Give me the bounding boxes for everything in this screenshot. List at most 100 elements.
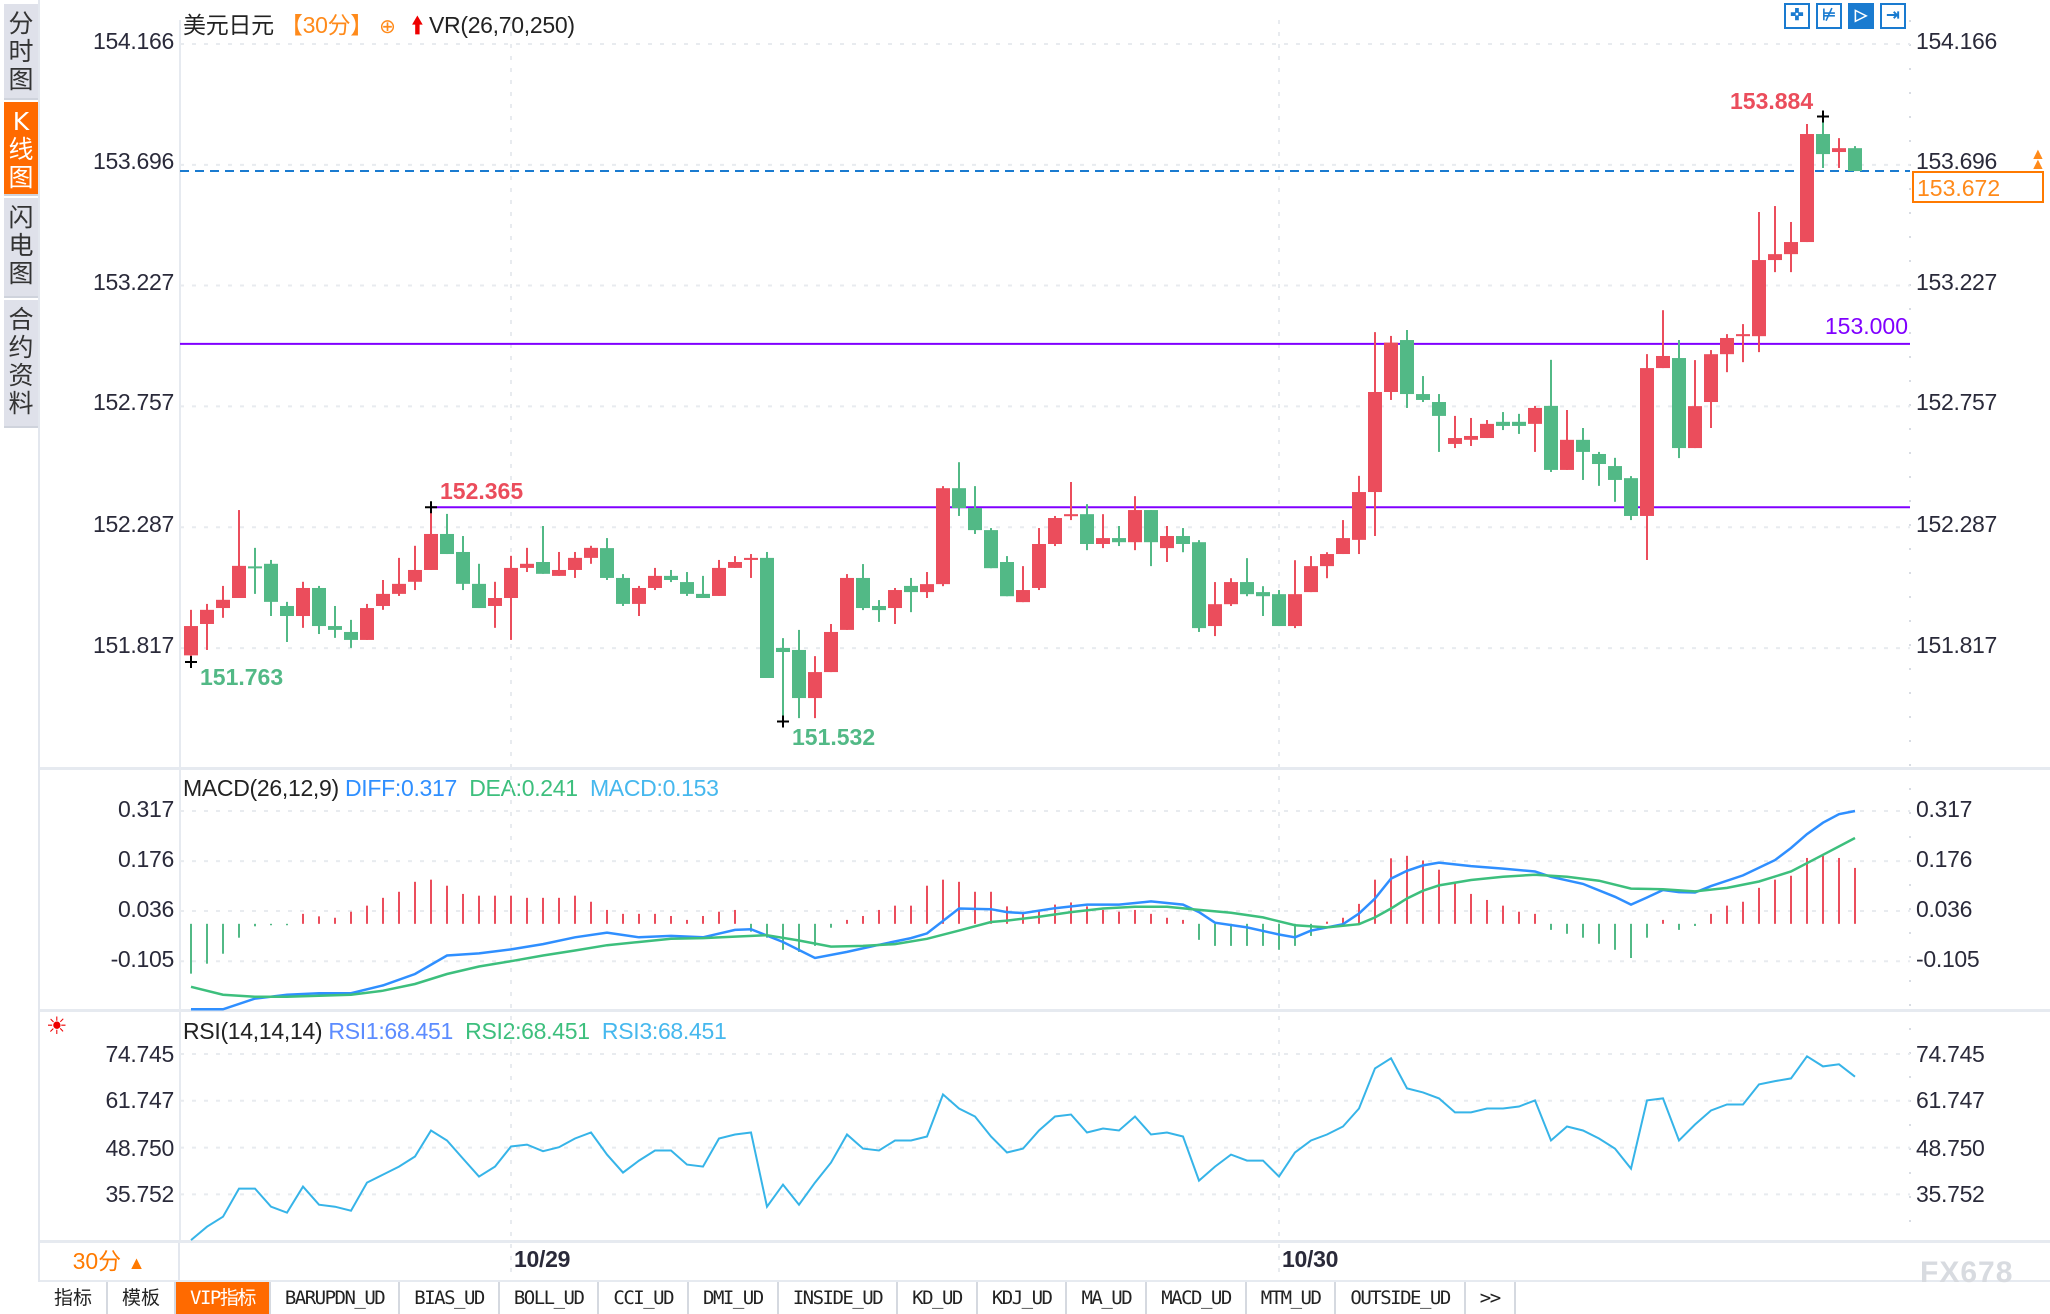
- period-select-label: 30分: [72, 1248, 122, 1274]
- macd-y-tick: 0.317: [1916, 796, 1973, 822]
- candle-body: [1448, 438, 1462, 444]
- candle-body: [1640, 368, 1654, 516]
- candle-body: [232, 565, 246, 599]
- candle-body: [1832, 148, 1846, 153]
- tab-dmi[interactable]: DMI_UD: [689, 1282, 779, 1314]
- tab-more[interactable]: >>: [1466, 1282, 1516, 1314]
- sidebar-tab-contract-info[interactable]: 合约资料: [4, 300, 38, 428]
- macd-y-tick: 0.317: [117, 796, 174, 822]
- candle-body: [872, 605, 886, 611]
- play-forward-icon[interactable]: ▷: [1848, 3, 1874, 29]
- tab-ma[interactable]: MA_UD: [1067, 1282, 1148, 1314]
- candle-body: [1464, 435, 1478, 440]
- candle-body: [1544, 405, 1558, 470]
- candle-body: [1384, 342, 1398, 392]
- sidebar-tab-label: 合约资料: [8, 305, 34, 418]
- double-up-arrow-icon[interactable]: ▲ ▲: [2030, 146, 2046, 173]
- macd-legend: MACD(26,12,9) DIFF:0.317 DEA:0.241 MACD:…: [183, 775, 719, 802]
- y-tick-right: 153.227: [1916, 269, 1998, 295]
- candle-body: [1144, 510, 1158, 543]
- period-label[interactable]: 【30分】: [279, 12, 373, 38]
- y-tick-left: 152.287: [92, 511, 174, 537]
- left-border: [38, 0, 40, 1282]
- candle-body: [984, 530, 998, 569]
- candle-body: [536, 562, 550, 574]
- sidebar-tab-label: K线图: [8, 107, 34, 192]
- candle-body: [296, 587, 310, 617]
- candle-body: [584, 547, 598, 558]
- symbol-name: 美元日元: [183, 12, 274, 38]
- sidebar-tab-k-line[interactable]: K线图: [4, 102, 38, 196]
- tab-barupdn[interactable]: BARUPDN_UD: [271, 1282, 401, 1314]
- candle-body: [616, 577, 630, 604]
- candle-body: [776, 647, 790, 653]
- sun-indicator-icon[interactable]: ☀: [46, 1013, 68, 1040]
- rsi-y-tick: 48.750: [105, 1135, 174, 1161]
- rsi3-legend: RSI3:68.451: [601, 1018, 727, 1044]
- x-tick: 10/29: [514, 1246, 571, 1272]
- candle-body: [1256, 592, 1270, 597]
- candle-body: [1112, 538, 1126, 543]
- diff-line: [191, 809, 1856, 1011]
- candle-body: [1208, 604, 1222, 627]
- candle-body: [1816, 134, 1830, 155]
- candle-body: [952, 488, 966, 508]
- macd-y-tick: 0.176: [1916, 846, 1973, 872]
- candle-body: [1128, 510, 1142, 543]
- tab-kdj[interactable]: KDJ_UD: [978, 1282, 1068, 1314]
- tab-kd[interactable]: KD_UD: [898, 1282, 978, 1314]
- range-select-icon[interactable]: ⊭: [1816, 3, 1842, 29]
- low-label: 151.763: [200, 664, 284, 690]
- candle-body: [792, 649, 806, 699]
- tab-inside[interactable]: INSIDE_UD: [779, 1282, 899, 1314]
- rsi1-legend: RSI1:68.451: [328, 1018, 453, 1044]
- diff-legend: DIFF:0.317: [344, 775, 458, 801]
- tab-vip-indicators[interactable]: VIP指标: [176, 1282, 271, 1314]
- candle-body: [744, 557, 758, 560]
- sidebar-tab-flash-chart[interactable]: 闪电图: [4, 198, 38, 298]
- candle-body: [1304, 566, 1318, 593]
- candle-body: [568, 557, 582, 570]
- candle-body: [968, 507, 982, 531]
- tab-boll[interactable]: BOLL_UD: [500, 1282, 600, 1314]
- candle-body: [1496, 421, 1510, 426]
- tab-bias[interactable]: BIAS_UD: [400, 1282, 500, 1314]
- candle-body: [1064, 514, 1078, 517]
- candle-body: [1848, 148, 1862, 172]
- candle-body: [632, 587, 646, 604]
- dea-line: [190, 836, 1856, 999]
- scroll-right-icon[interactable]: ⇥: [1880, 3, 1906, 29]
- chart-header: 美元日元 【30分】 ⊕ 🠙 VR(26,70,250): [183, 6, 575, 48]
- current-price-label: 153.672: [1917, 175, 2001, 201]
- rsi2-legend: RSI2:68.451: [465, 1018, 590, 1044]
- dea-legend: DEA:0.241: [469, 775, 578, 801]
- tab-mtm[interactable]: MTM_UD: [1247, 1282, 1337, 1314]
- candle-body: [904, 585, 918, 593]
- candle-body: [1048, 518, 1062, 544]
- sidebar-tab-time-chart[interactable]: 分时图: [4, 4, 38, 100]
- extreme-marker: [425, 501, 437, 514]
- tab-indicators[interactable]: 指标: [40, 1282, 109, 1314]
- tab-templates[interactable]: 模板: [108, 1282, 177, 1314]
- panel-divider: [40, 767, 2050, 770]
- candle-body: [1560, 439, 1574, 470]
- period-select[interactable]: 30分 ▲: [40, 1243, 180, 1280]
- crosshair-icon[interactable]: ✜: [1784, 3, 1810, 29]
- sidebar-tab-label: 闪电图: [8, 203, 34, 288]
- candle-body: [1512, 421, 1526, 426]
- macd-title: MACD(26,12,9): [183, 775, 339, 801]
- indicator-tab-bar: 指标 模板 VIP指标 BARUPDN_UD BIAS_UD BOLL_UD C…: [40, 1282, 1516, 1314]
- candle-body: [552, 569, 566, 576]
- candle-body: [808, 672, 822, 699]
- tab-cci[interactable]: CCI_UD: [599, 1282, 690, 1314]
- candle-body: [1592, 453, 1606, 465]
- tab-outside[interactable]: OUTSIDE_UD: [1336, 1282, 1466, 1314]
- rsi-line: [190, 1054, 1856, 1241]
- candle-body: [1000, 562, 1014, 597]
- circle-plus-icon[interactable]: ⊕: [379, 16, 396, 38]
- macd-y-tick: -0.105: [110, 946, 175, 972]
- tab-macd[interactable]: MACD_UD: [1147, 1282, 1247, 1314]
- candle-body: [216, 599, 230, 609]
- panel-divider: [40, 1009, 2050, 1012]
